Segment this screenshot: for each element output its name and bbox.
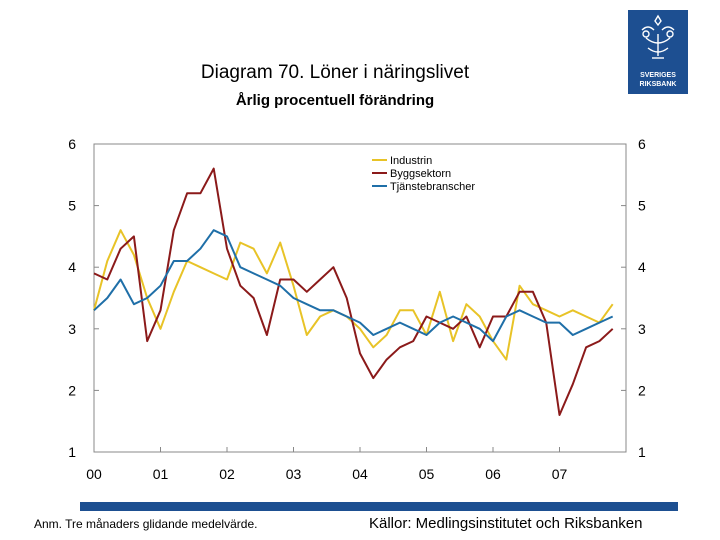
y-tick-label-right: 4 — [638, 259, 646, 275]
series-line-2 — [93, 229, 614, 343]
legend-label-2: Tjänstebranscher — [390, 181, 475, 193]
y-tick-label-left: 6 — [68, 136, 76, 152]
legend-label-1: Byggsektorn — [390, 168, 451, 180]
x-tick-label: 00 — [86, 466, 102, 482]
plot-frame — [93, 143, 627, 453]
y-tick-label-left: 3 — [68, 321, 76, 337]
y-tick-label-left: 5 — [68, 198, 76, 214]
source-text: Källor: Medlingsinstitutet och Riksbanke… — [369, 515, 643, 532]
x-tick-label: 04 — [352, 466, 368, 482]
x-tick-label: 03 — [286, 466, 302, 482]
chart-title: Diagram 70. Löner i näringslivet — [200, 62, 470, 83]
x-tick-label: 01 — [153, 466, 169, 482]
y-tick-label-left: 4 — [68, 259, 76, 275]
x-tick-label: 06 — [485, 466, 501, 482]
series-line-1 — [93, 167, 614, 416]
y-tick-label-right: 3 — [638, 321, 646, 337]
y-tick-label-left: 2 — [68, 382, 76, 398]
x-tick-label: 02 — [219, 466, 235, 482]
logo-text-sveriges: SVERIGES — [640, 72, 676, 79]
chart-subtitle: Årlig procentuell förändring — [235, 92, 435, 109]
legend-label-0: Industrin — [390, 155, 432, 167]
riksbank-logo: SVERIGES RIKSBANK — [628, 10, 688, 94]
x-tick-label: 07 — [552, 466, 568, 482]
footnote: Anm. Tre månaders glidande medelvärde. — [34, 517, 258, 531]
y-tick-label-right: 6 — [638, 136, 646, 152]
y-tick-label-right: 5 — [638, 198, 646, 214]
y-tick-label-left: 1 — [68, 444, 76, 460]
footer-bar — [80, 502, 678, 511]
y-tick-label-right: 2 — [638, 382, 646, 398]
x-tick-label: 05 — [419, 466, 435, 482]
crown-emblem-icon — [641, 14, 675, 59]
y-tick-label-right: 1 — [638, 444, 646, 460]
logo-text-riksbank: RIKSBANK — [639, 81, 677, 88]
